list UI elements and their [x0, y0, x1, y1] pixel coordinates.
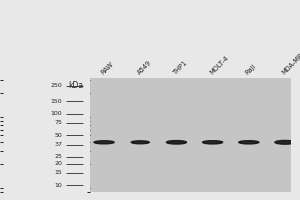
Text: 250: 250 [50, 83, 62, 88]
Text: 50: 50 [54, 133, 62, 138]
Ellipse shape [171, 141, 182, 143]
Text: Raji: Raji [244, 63, 257, 76]
Text: 25: 25 [54, 154, 62, 159]
Ellipse shape [135, 142, 145, 143]
Ellipse shape [167, 141, 187, 144]
Text: 75: 75 [54, 120, 62, 125]
Text: 10: 10 [54, 183, 62, 188]
Text: THP1: THP1 [172, 60, 188, 76]
Text: 37: 37 [54, 142, 62, 147]
Text: MOLT-4: MOLT-4 [208, 55, 230, 76]
Text: A549: A549 [136, 60, 152, 76]
Ellipse shape [207, 142, 218, 143]
Text: RAW: RAW [100, 61, 115, 76]
Text: 150: 150 [50, 99, 62, 104]
Text: 100: 100 [50, 111, 62, 116]
Ellipse shape [202, 141, 223, 144]
Text: 20: 20 [54, 161, 62, 166]
Ellipse shape [98, 142, 110, 143]
Ellipse shape [239, 141, 259, 144]
Text: kDa: kDa [68, 81, 83, 90]
Ellipse shape [94, 141, 114, 144]
Ellipse shape [131, 141, 149, 144]
Ellipse shape [279, 141, 290, 143]
Text: 15: 15 [54, 170, 62, 175]
Text: MDA-MB-231: MDA-MB-231 [281, 42, 300, 76]
Ellipse shape [275, 140, 295, 144]
Ellipse shape [243, 142, 254, 143]
